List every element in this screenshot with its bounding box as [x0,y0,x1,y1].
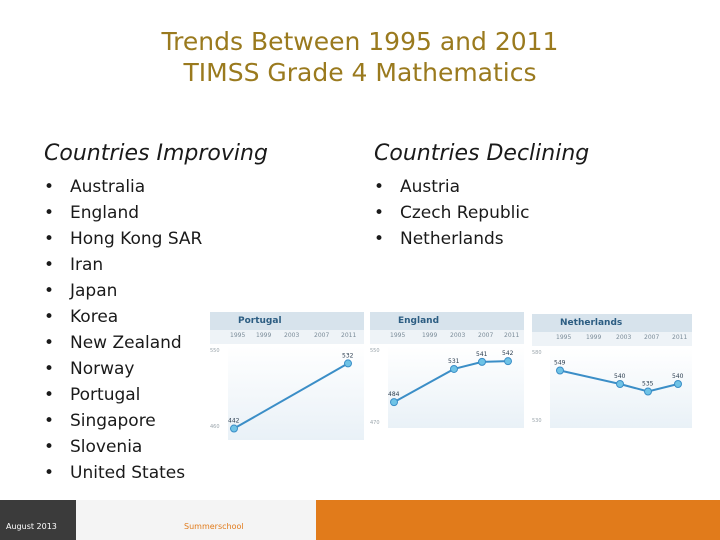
year-tick: 1999 [586,334,602,341]
axis-label: 530 [532,418,542,424]
data-label: 531 [448,358,460,365]
netherlands-line-svg: 549 540 535 540 [554,360,684,396]
data-label: 442 [228,418,240,425]
year-tick: 2007 [314,332,330,339]
year-tick: 1995 [230,332,246,339]
list-item: Singapore [44,408,202,434]
year-tick: 2003 [450,332,466,339]
list-item: Hong Kong SAR [44,226,202,252]
chart-title: England [370,312,524,330]
data-point [556,366,564,375]
year-tick: 2007 [644,334,660,341]
axis-label: 470 [370,420,380,426]
chart-year-axis: 1995 1999 2003 2007 2011 [532,332,692,346]
list-item: Australia [44,174,202,200]
list-item: New Zealand [44,330,202,356]
declining-list: Austria Czech Republic Netherlands [374,174,529,252]
data-label: 540 [614,373,626,380]
footer-label: Summerschool [184,522,244,531]
england-line-svg: 484 531 541 542 [388,350,514,407]
data-point [450,364,458,373]
list-item: Netherlands [374,226,529,252]
year-tick: 2011 [504,332,520,339]
chart-title: Netherlands [532,314,692,332]
year-tick: 1999 [256,332,272,339]
year-tick: 2003 [284,332,300,339]
declining-heading: Countries Declining [374,141,590,166]
axis-label: 550 [370,348,380,354]
series-line [233,362,349,430]
data-label: 541 [476,351,488,358]
footer-date-block: August 2013 [0,500,76,540]
series-line [559,369,679,393]
axis-label: 550 [210,348,220,354]
slide-title: Trends Between 1995 and 2011 TIMSS Grade… [0,26,720,88]
year-tick: 2007 [478,332,494,339]
improving-heading: Countries Improving [44,141,268,166]
data-point [674,380,682,388]
list-item: Czech Republic [374,200,529,226]
list-item: Slovenia [44,434,202,460]
year-tick: 1995 [556,334,572,341]
footer-mid-block [76,500,316,540]
footer-bar: August 2013 Summerschool [0,500,720,540]
data-point [478,357,486,366]
series-line [393,360,509,403]
data-label: 532 [342,352,354,359]
portugal-line-svg: 442 532 [228,352,354,433]
chart-year-axis: 1995 1999 2003 2007 2011 [210,330,364,344]
data-point [616,380,624,388]
portugal-chart: Portugal 1995 1999 2003 2007 2011 550 46… [210,312,364,440]
footer-date: August 2013 [6,522,57,531]
list-item: Norway [44,356,202,382]
chart-title: Portugal [210,312,364,330]
axis-label: 580 [532,350,542,356]
data-label: 542 [502,350,514,357]
data-label: 535 [642,381,654,388]
data-label: 540 [672,373,684,380]
title-line-2: TIMSS Grade 4 Mathematics [183,58,537,87]
title-line-1: Trends Between 1995 and 2011 [161,27,559,56]
netherlands-chart: Netherlands 1995 1999 2003 2007 2011 580… [532,314,692,428]
list-item: Austria [374,174,529,200]
list-item: Portugal [44,382,202,408]
chart-plot-area [388,346,524,428]
year-tick: 1999 [422,332,438,339]
chart-plot-area [550,348,692,428]
year-tick: 1995 [390,332,406,339]
list-item: Iran [44,252,202,278]
list-item: England [44,200,202,226]
data-label: 549 [554,360,566,367]
year-tick: 2011 [341,332,357,339]
data-point [504,357,512,366]
data-point [230,424,238,433]
list-item: United States [44,460,202,486]
data-point [344,359,352,368]
list-item: Korea [44,304,202,330]
axis-label: 460 [210,424,220,430]
england-chart: England 1995 1999 2003 2007 2011 550 470… [370,312,524,428]
improving-list: Australia England Hong Kong SAR Iran Jap… [44,174,202,486]
year-tick: 2003 [616,334,632,341]
list-item: Japan [44,278,202,304]
chart-year-axis: 1995 1999 2003 2007 2011 [370,330,524,344]
data-point [644,387,652,396]
year-tick: 2011 [672,334,688,341]
data-label: 484 [388,391,400,398]
data-point [390,398,398,407]
